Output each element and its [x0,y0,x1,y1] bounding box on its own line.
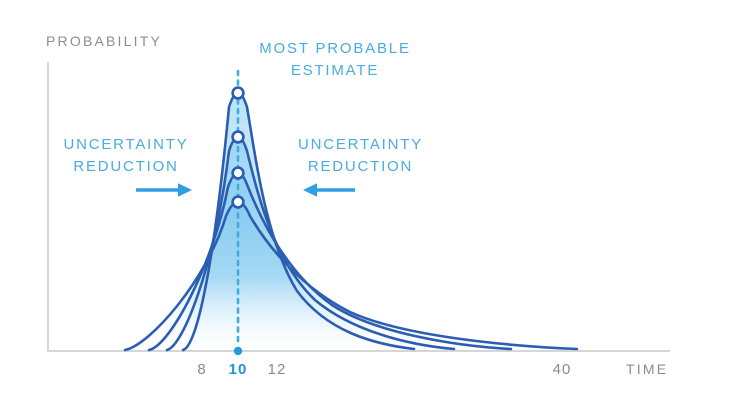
most-probable-axis-dot [233,346,243,356]
x-tick-40: 40 [552,361,572,378]
peak-marker-3 [231,166,245,180]
x-tick-12: 12 [267,361,287,378]
distribution-fill-narrowest [183,93,414,350]
uncertainty-arrows [136,183,355,197]
arrow-left-head-icon [303,183,317,197]
x-tick-8: 8 [197,361,207,378]
peak-marker-1 [231,86,245,100]
peak-marker-4 [231,195,245,209]
most-probable-estimate-label: MOST PROBABLE ESTIMATE [259,40,417,79]
peak-markers [231,86,245,209]
distribution-curve-widest [123,200,579,352]
x-tick-10-highlighted: 10 [228,361,248,378]
peak-marker-2 [231,130,245,144]
y-axis-label: PROBABILITY [46,33,163,49]
distribution-curves [123,91,579,352]
uncertainty-reduction-left-label: UNCERTAINTY REDUCTION [63,136,195,175]
arrow-right-head-icon [178,183,192,197]
distribution-curve-2 [165,135,456,352]
uncertainty-reduction-right-label: UNCERTAINTY REDUCTION [297,136,430,175]
x-axis-label: TIME [626,361,669,377]
distribution-curve-narrowest [181,91,416,352]
distribution-curve-3 [147,171,513,352]
